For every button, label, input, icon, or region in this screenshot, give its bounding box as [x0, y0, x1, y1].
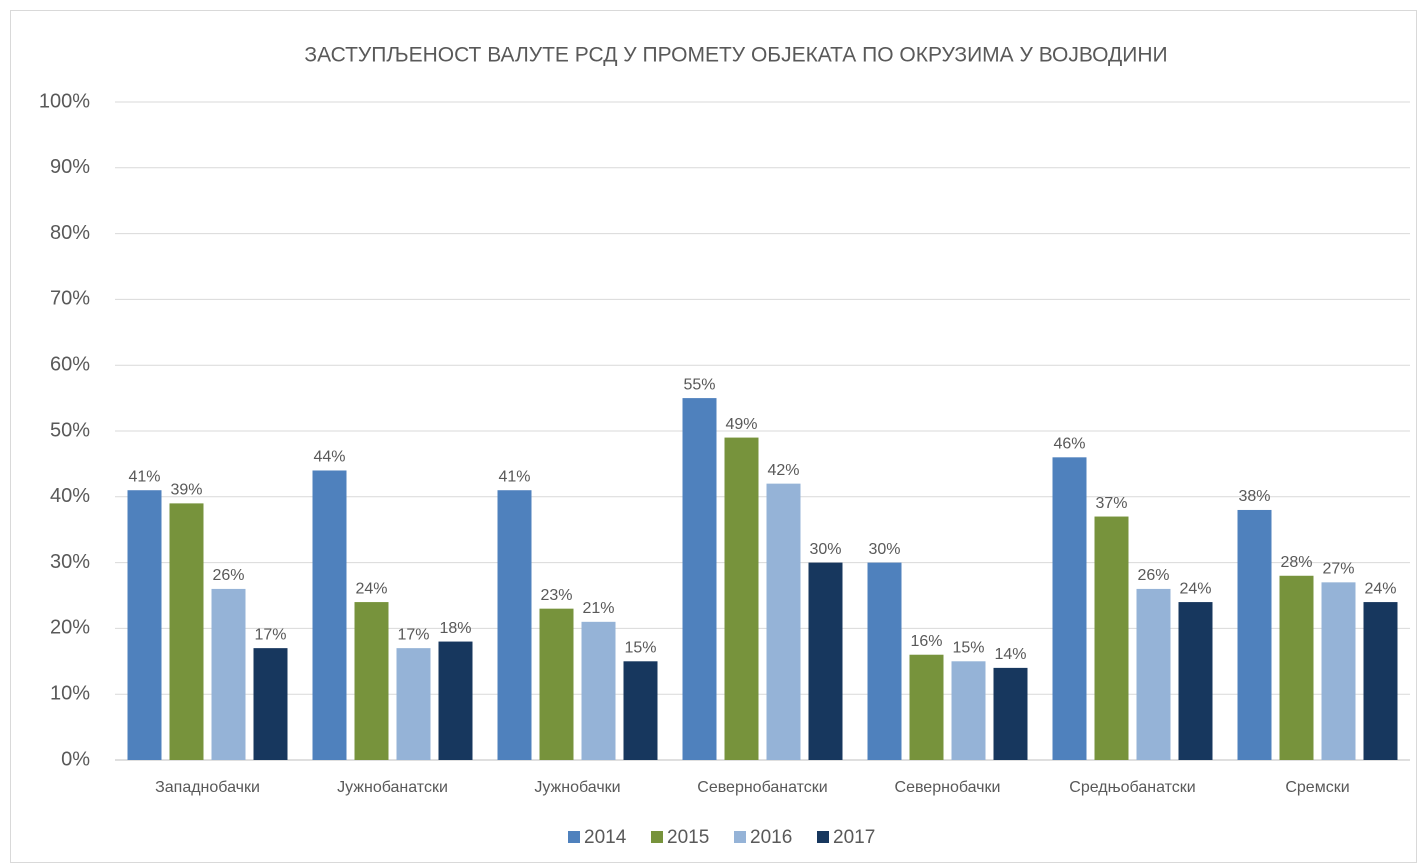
value-label: 15%: [952, 640, 984, 657]
bar: [766, 483, 801, 760]
value-label: 17%: [254, 626, 286, 643]
value-label: 15%: [624, 640, 656, 657]
x-tick-label: Западнобачки: [155, 779, 260, 796]
value-label: 38%: [1238, 488, 1270, 505]
value-label: 49%: [725, 416, 757, 433]
legend-swatch: [817, 831, 829, 843]
bar: [623, 661, 658, 760]
value-label: 41%: [498, 468, 530, 485]
bar: [169, 503, 204, 760]
value-label: 21%: [582, 600, 614, 617]
bar: [867, 562, 902, 760]
value-label: 37%: [1095, 495, 1127, 512]
value-label: 26%: [1137, 567, 1169, 584]
bar: [1363, 602, 1398, 760]
value-label: 46%: [1053, 436, 1085, 453]
bar: [1094, 516, 1129, 760]
bar: [354, 602, 389, 760]
bar: [539, 608, 574, 760]
bar: [127, 490, 162, 760]
y-tick-label: 100%: [39, 90, 90, 112]
legend-swatch: [568, 831, 580, 843]
bar: [1178, 602, 1213, 760]
chart-title: ЗАСТУПЉЕНОСТ ВАЛУТЕ РСД У ПРОМЕТУ ОБЈЕКА…: [304, 44, 1167, 67]
value-label: 41%: [128, 468, 160, 485]
y-tick-label: 80%: [50, 222, 90, 244]
bar: [1136, 588, 1171, 760]
value-label: 26%: [212, 567, 244, 584]
y-tick-label: 30%: [50, 551, 90, 573]
bar: [1279, 575, 1314, 760]
x-tick-label: Јужнобачки: [534, 779, 620, 796]
legend-swatch: [651, 831, 663, 843]
value-label: 55%: [683, 376, 715, 393]
value-label: 39%: [170, 482, 202, 499]
value-label: 14%: [994, 646, 1026, 663]
value-label: 17%: [397, 626, 429, 643]
bar: [808, 562, 843, 760]
bar: [1052, 457, 1087, 760]
legend-label: 2014: [584, 827, 627, 848]
value-label: 24%: [355, 580, 387, 597]
value-label: 44%: [313, 449, 345, 466]
y-tick-label: 0%: [61, 748, 90, 770]
y-tick-label: 70%: [50, 288, 90, 310]
bar: [581, 621, 616, 760]
y-tick-label: 50%: [50, 419, 90, 441]
value-label: 30%: [809, 541, 841, 558]
bar: [211, 588, 246, 760]
value-label: 28%: [1280, 554, 1312, 571]
bar: [993, 667, 1028, 760]
bar: [253, 648, 288, 760]
y-tick-label: 40%: [50, 485, 90, 507]
x-tick-label: Севернобанатски: [697, 779, 827, 796]
bar: [1321, 582, 1356, 760]
legend-swatch: [734, 831, 746, 843]
legend-label: 2015: [667, 827, 709, 848]
bar: [438, 641, 473, 760]
legend-label: 2017: [833, 827, 875, 848]
y-tick-label: 20%: [50, 617, 90, 639]
legend-label: 2016: [750, 827, 792, 848]
bar: [724, 437, 759, 760]
bar: [909, 654, 944, 760]
bar: [497, 490, 532, 760]
value-label: 18%: [439, 620, 471, 637]
bar: [951, 661, 986, 760]
x-tick-label: Севернобачки: [895, 779, 1001, 796]
bar: [396, 648, 431, 760]
y-tick-label: 10%: [50, 682, 90, 704]
x-tick-label: Сремски: [1285, 779, 1349, 796]
bar: [1237, 509, 1272, 760]
value-label: 27%: [1322, 561, 1354, 578]
value-label: 24%: [1364, 580, 1396, 597]
value-label: 24%: [1179, 580, 1211, 597]
value-label: 16%: [910, 633, 942, 650]
value-label: 23%: [540, 587, 572, 604]
bar: [312, 470, 347, 760]
x-tick-label: Средњобанатски: [1069, 779, 1195, 796]
y-tick-label: 60%: [50, 353, 90, 375]
value-label: 42%: [767, 462, 799, 479]
y-tick-label: 90%: [50, 156, 90, 178]
x-tick-label: Јужнобанатски: [337, 779, 448, 796]
value-label: 30%: [868, 541, 900, 558]
bar: [682, 398, 717, 760]
